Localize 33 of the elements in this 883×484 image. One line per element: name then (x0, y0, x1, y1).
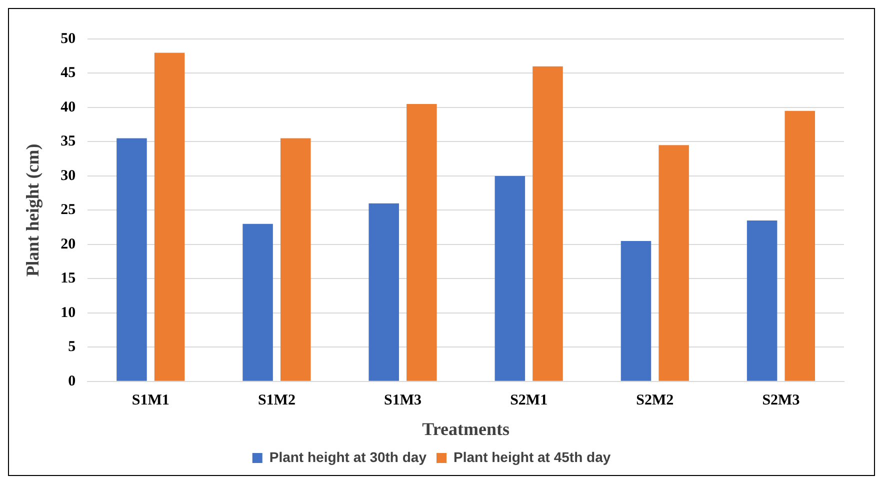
legend-label: Plant height at 30th day (269, 448, 427, 465)
y-tick-label: 25 (60, 202, 76, 218)
y-tick-label: 0 (68, 373, 76, 390)
x-tick-label: S1M3 (384, 392, 422, 408)
y-tick-label: 20 (60, 236, 76, 252)
x-tick-label: S1M1 (132, 392, 170, 408)
y-tick-label: 40 (60, 99, 76, 116)
bar (154, 52, 185, 381)
x-tick-label: S1M2 (258, 392, 296, 408)
y-tick-label: 35 (60, 134, 76, 150)
y-tick-label: 5 (68, 339, 76, 356)
bar (620, 241, 652, 381)
y-tick-label: 50 (60, 30, 76, 47)
bar (746, 220, 778, 381)
y-tick-label: 15 (60, 270, 76, 287)
x-tick-label: S2M3 (762, 392, 800, 408)
x-tick-label: S2M1 (510, 392, 548, 408)
y-tick-label: 10 (60, 304, 76, 321)
bar (368, 203, 399, 381)
y-tick-label: 30 (60, 168, 76, 184)
bar (280, 138, 311, 381)
bar (532, 66, 563, 381)
bar (784, 110, 816, 381)
x-tick-label: S2M2 (636, 392, 674, 408)
bar (658, 145, 689, 381)
y-tick-label: 45 (60, 65, 76, 82)
x-axis-title: Treatments (422, 418, 510, 439)
bar (242, 224, 273, 381)
bar (494, 176, 526, 381)
legend-label: Plant height at 45th day (454, 448, 611, 465)
y-axis-title: Plant height (cm) (22, 144, 42, 277)
bar (406, 104, 437, 381)
bar (116, 138, 147, 381)
